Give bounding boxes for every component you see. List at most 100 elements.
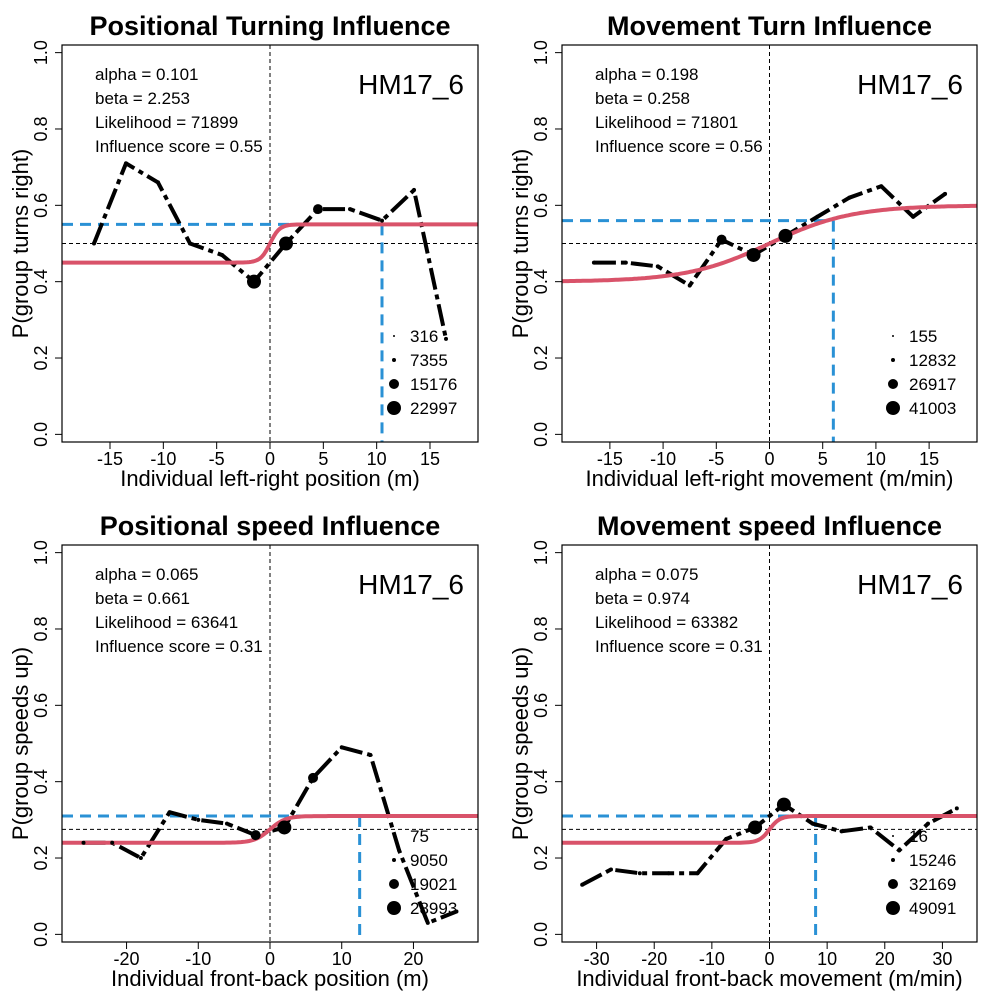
legend-label: 9050 [410,851,448,870]
x-tick-label: -15 [97,449,123,469]
observed-point [815,214,820,219]
legend-symbol [387,901,401,915]
x-tick-label: -30 [584,949,610,969]
stat-line: alpha = 0.198 [595,65,699,84]
id-label: HM17_6 [358,569,464,600]
y-tick-label: 1.0 [531,40,551,65]
x-tick-label: -10 [650,449,676,469]
y-tick-label: 0.0 [531,922,551,947]
x-tick-label: 0 [265,449,275,469]
observed-point [397,848,402,853]
plot-frame [61,544,479,943]
y-tick-label: 0.4 [531,269,551,294]
y-tick-label: 1.0 [31,40,51,65]
observed-point [778,228,793,243]
legend-label: 15176 [410,375,457,394]
observed-point [250,830,261,841]
stat-line: Influence score = 0.56 [595,137,763,156]
stat-line: beta = 0.974 [595,589,690,608]
x-tick-label: -10 [699,949,725,969]
x-tick-label: 5 [318,449,328,469]
y-axis-label: P(group speeds up) [8,647,33,840]
legend-label: 155 [909,327,937,346]
legend-label: 49091 [909,899,956,918]
legend-symbol [892,835,894,837]
observed-point [454,909,459,914]
panel-title: Positional speed Influence [100,511,441,541]
legend-label: 26917 [909,375,956,394]
observed-point [879,184,884,189]
y-tick-label: 0.2 [531,846,551,871]
x-tick-label: 20 [875,949,895,969]
stat-line: beta = 0.258 [595,89,690,108]
y-tick-label: 0.8 [31,116,51,141]
x-tick-label: 15 [919,449,939,469]
x-tick-label: 10 [367,449,387,469]
x-tick-label: 0 [764,949,774,969]
observed-point [926,821,931,826]
stat-line: beta = 0.661 [95,589,190,608]
observed-point [716,234,727,245]
observed-point [444,336,448,341]
legend-symbol [892,335,894,337]
x-tick-label: 0 [265,949,275,969]
legend-symbol [393,335,395,337]
observed-point [776,797,791,812]
observed-point [591,260,596,265]
observed-point [724,836,729,841]
observed-point [425,920,430,925]
plot-frame [61,44,479,443]
y-tick-label: 1.0 [531,540,551,565]
observed-point [156,180,160,185]
x-axis-label: Individual left-right position (m) [120,466,420,491]
legend-label: 75 [410,827,429,846]
observed-point [637,871,642,876]
id-label: HM17_6 [857,569,963,600]
id-label: HM17_6 [358,69,464,100]
x-tick-label: -20 [114,949,140,969]
legend-symbol [886,901,900,915]
observed-point [911,214,916,219]
x-tick-label: -5 [708,449,724,469]
y-tick-label: 0.0 [31,922,51,947]
y-tick-label: 0.8 [31,616,51,641]
y-tick-label: 0.8 [531,116,551,141]
observed-series-line [92,161,448,340]
legend-label: 15246 [909,851,956,870]
fitted-curve [561,203,978,284]
legend-label: 12832 [909,351,956,370]
observed-point [847,195,852,200]
panel-1: Positional Turning Influence Individual l… [8,11,479,491]
observed-point [124,161,128,166]
observed-series-line [83,745,458,925]
observed-point [623,260,628,265]
panel-2: Movement Turn Influence Individual left-r… [508,11,978,491]
fitted-curve [562,814,977,845]
observed-point [279,236,293,251]
panel-4: Movement speed Influence Individual front… [508,511,978,991]
legend-symbol [392,858,396,862]
legend-label: 28993 [410,899,457,918]
y-axis-label: P(group turns right) [508,149,533,339]
legend-symbol [891,858,895,862]
stat-line: beta = 2.253 [95,89,190,108]
stat-line: alpha = 0.101 [95,65,199,84]
observed-point [313,204,323,215]
observed-point [666,871,671,876]
observed-point [224,821,229,826]
observed-series-line [593,184,947,288]
y-tick-label: 0.2 [31,346,51,371]
y-tick-label: 0.6 [531,193,551,218]
observed-point [746,247,761,262]
observed-point [748,820,763,835]
y-tick-label: 0.2 [31,846,51,871]
observed-point [943,191,948,196]
legend-symbol [392,358,396,362]
plot-frame [561,44,978,443]
panel-title: Movement Turn Influence [607,11,932,41]
observed-point [167,810,172,815]
y-tick-label: 0.6 [531,693,551,718]
observed-point [368,752,373,757]
observed-point [196,817,201,822]
panel-3: Positional speed Influence Individual fro… [8,511,479,991]
